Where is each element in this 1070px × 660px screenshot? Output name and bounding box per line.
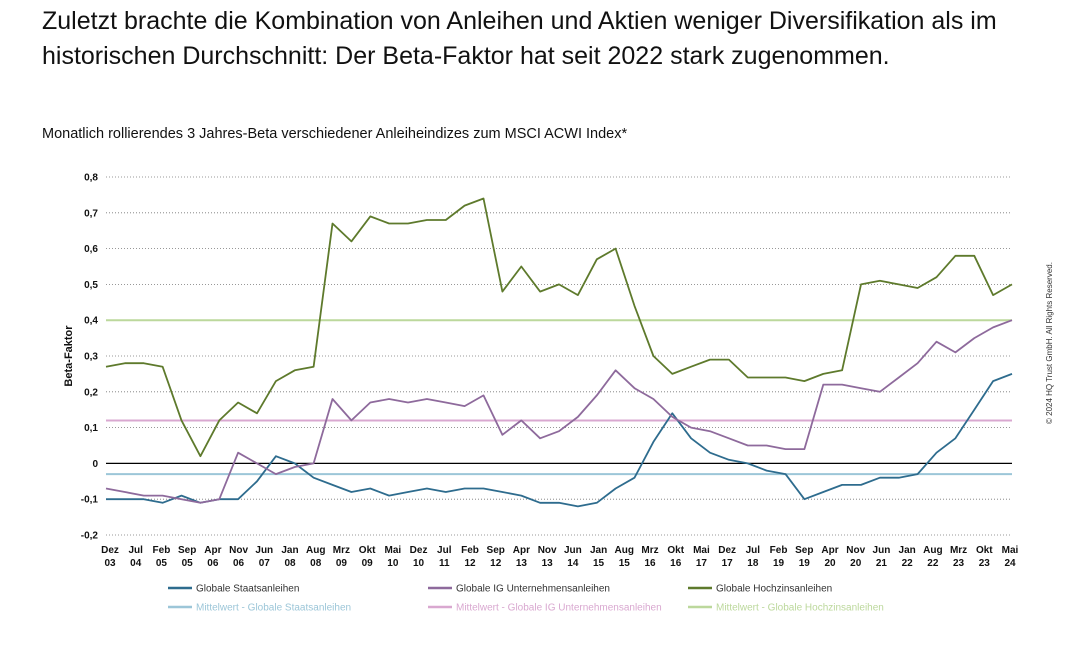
x-tick-label: 15 — [619, 558, 631, 569]
x-tick-label: 05 — [182, 558, 194, 569]
x-tick-label: Jun — [873, 545, 891, 556]
x-tick-label: Mai — [385, 545, 402, 556]
x-tick-label: 18 — [747, 558, 759, 569]
y-tick-label: 0,7 — [84, 208, 98, 219]
x-tick-label: 15 — [593, 558, 605, 569]
x-tick-label: Aug — [615, 545, 634, 556]
x-tick-label: 20 — [824, 558, 836, 569]
x-tick-label: 16 — [644, 558, 656, 569]
x-tick-label: Feb — [461, 545, 479, 556]
y-tick-label: 0,1 — [84, 423, 98, 434]
x-tick-label: 11 — [439, 558, 450, 569]
x-tick-label: Okt — [976, 545, 993, 556]
x-tick-label: 04 — [130, 558, 142, 569]
legend-label: Mittelwert - Globale IG Unternehmensanle… — [456, 603, 662, 614]
x-tick-label: Jul — [128, 545, 143, 556]
x-tick-label: Okt — [667, 545, 684, 556]
y-tick-label: 0,3 — [84, 352, 98, 363]
x-tick-label: Feb — [770, 545, 788, 556]
x-tick-label: Sep — [178, 545, 196, 556]
x-tick-label: 13 — [542, 558, 554, 569]
x-tick-label: Jun — [255, 545, 273, 556]
y-axis-label: Beta-Faktor — [63, 325, 75, 387]
x-tick-label: 08 — [284, 558, 296, 569]
x-tick-label: Nov — [538, 545, 557, 556]
x-tick-label: Dez — [410, 545, 428, 556]
x-tick-label: 23 — [953, 558, 965, 569]
x-tick-label: 06 — [233, 558, 245, 569]
x-tick-label: Mai — [1002, 545, 1019, 556]
y-tick-label: 0,8 — [84, 173, 98, 184]
x-tick-label: 21 — [876, 558, 888, 569]
legend-label: Globale IG Unternehmensanleihen — [456, 584, 610, 595]
legend-label: Globale Staatsanleihen — [196, 584, 299, 595]
x-tick-label: 05 — [156, 558, 168, 569]
x-tick-label: 16 — [670, 558, 682, 569]
y-tick-label: 0 — [92, 459, 98, 470]
y-tick-label: 0,4 — [84, 316, 98, 327]
x-tick-label: Mrz — [641, 545, 658, 556]
x-tick-label: Jan — [590, 545, 607, 556]
y-tick-label: 0,5 — [84, 280, 98, 291]
x-tick-label: 09 — [336, 558, 348, 569]
x-tick-label: 17 — [722, 558, 734, 569]
x-tick-label: Feb — [153, 545, 171, 556]
x-tick-label: Nov — [229, 545, 248, 556]
y-tick-label: -0,2 — [81, 531, 99, 542]
legend-label: Mittelwert - Globale Hochzinsanleihen — [716, 603, 884, 614]
x-tick-label: Dez — [718, 545, 736, 556]
series-line — [106, 373, 1013, 508]
y-tick-label: -0,1 — [81, 495, 99, 506]
x-tick-label: 12 — [490, 558, 502, 569]
legend-label: Mittelwert - Globale Staatsanleihen — [196, 603, 351, 614]
x-tick-label: 19 — [799, 558, 811, 569]
y-tick-label: 0,2 — [84, 387, 98, 398]
x-tick-label: 12 — [464, 558, 476, 569]
series-line — [105, 319, 1013, 504]
x-tick-label: Apr — [821, 545, 838, 556]
x-tick-label: 23 — [979, 558, 991, 569]
x-tick-label: Jul — [437, 545, 452, 556]
series-line — [105, 197, 1013, 458]
x-tick-label: Jan — [281, 545, 298, 556]
x-tick-label: 07 — [259, 558, 271, 569]
x-tick-label: Mai — [693, 545, 710, 556]
x-tick-label: Apr — [513, 545, 530, 556]
x-tick-label: 19 — [773, 558, 785, 569]
x-tick-label: 22 — [902, 558, 914, 569]
x-tick-label: 10 — [413, 558, 425, 569]
x-tick-label: 14 — [567, 558, 579, 569]
x-tick-label: Jan — [899, 545, 916, 556]
x-tick-label: Nov — [846, 545, 865, 556]
x-tick-label: Sep — [795, 545, 813, 556]
x-tick-label: Apr — [204, 545, 221, 556]
x-tick-label: Okt — [359, 545, 376, 556]
x-tick-label: 22 — [927, 558, 939, 569]
chart-headline: Zuletzt brachte die Kombination von Anle… — [42, 7, 997, 70]
x-tick-label: Jun — [564, 545, 582, 556]
x-tick-label: 08 — [310, 558, 322, 569]
x-tick-label: 03 — [104, 558, 116, 569]
y-tick-label: 0,6 — [84, 244, 98, 255]
x-tick-label: 24 — [1004, 558, 1016, 569]
chart-subtitle: Monatlich rollierendes 3 Jahres-Beta ver… — [42, 126, 628, 142]
x-tick-label: Aug — [923, 545, 942, 556]
x-tick-label: Dez — [101, 545, 119, 556]
legend-label: Globale Hochzinsanleihen — [716, 584, 832, 595]
x-tick-label: Mrz — [950, 545, 967, 556]
x-tick-label: Sep — [487, 545, 505, 556]
x-tick-label: 13 — [516, 558, 528, 569]
x-tick-label: Aug — [306, 545, 325, 556]
x-tick-label: 17 — [696, 558, 708, 569]
x-tick-label: 09 — [362, 558, 374, 569]
x-tick-label: 06 — [207, 558, 219, 569]
x-tick-label: 10 — [387, 558, 399, 569]
x-tick-label: Jul — [746, 545, 761, 556]
x-tick-label: 20 — [850, 558, 862, 569]
x-tick-label: Mrz — [333, 545, 350, 556]
